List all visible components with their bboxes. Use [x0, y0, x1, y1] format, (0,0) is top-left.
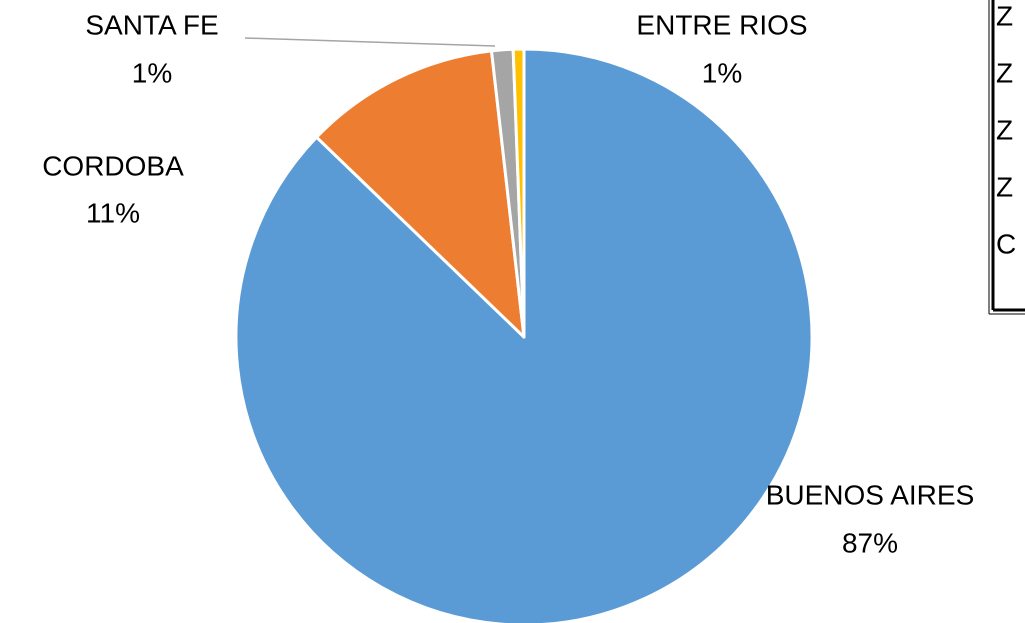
legend-entry: Z [996, 57, 1013, 88]
pie-slice [511, 47, 526, 339]
legend-entry: C [996, 228, 1016, 259]
category-label: SANTA FE [85, 9, 218, 40]
category-label: CORDOBA [42, 150, 184, 181]
legend-entry: Z [996, 0, 1013, 31]
category-label: BUENOS AIRES [766, 479, 975, 510]
value-label: 1% [702, 57, 742, 88]
value-label: 1% [132, 57, 172, 88]
pie [234, 47, 814, 623]
legend-entry: Z [996, 171, 1013, 202]
category-label: ENTRE RIOS [636, 9, 807, 40]
legend-entry: Z [996, 114, 1013, 145]
value-label: 87% [842, 527, 898, 558]
pie-slice [315, 49, 526, 339]
labels: BUENOS AIRES 87% CORDOBA 11% SANTA FE 1% ENTRE… [42, 9, 974, 558]
leader-line [244, 37, 496, 47]
value-label: 11% [86, 197, 140, 228]
